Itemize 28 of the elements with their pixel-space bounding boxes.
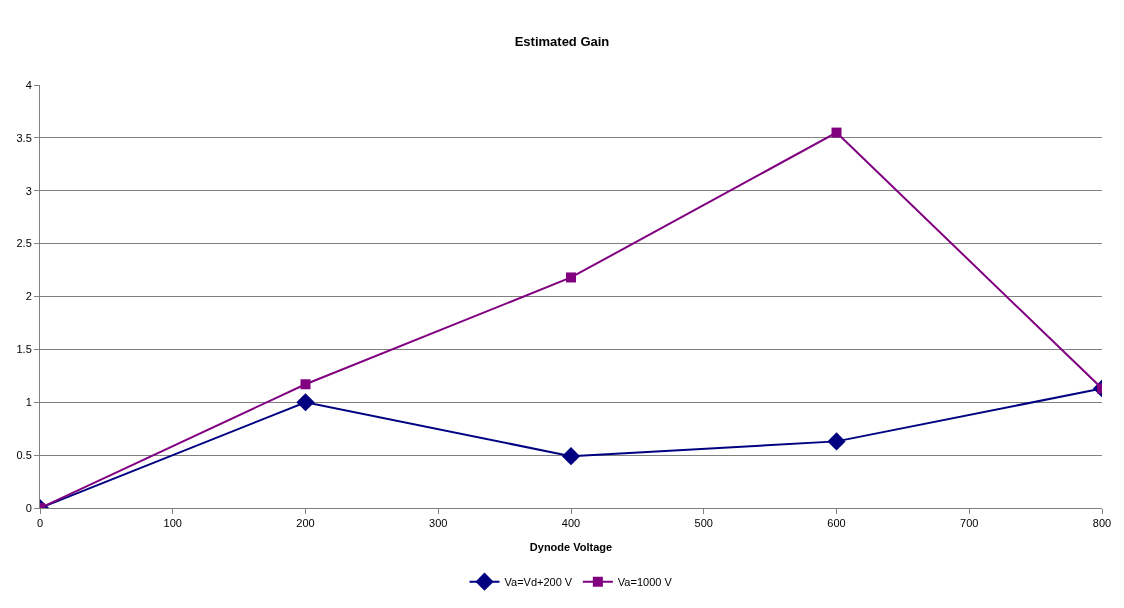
y-tick-label: 3.5: [16, 131, 32, 144]
y-tick-label: 0.5: [16, 448, 32, 461]
y-tick-label: 1.5: [16, 343, 32, 356]
y-tick-label: 2.5: [16, 237, 32, 250]
point: [296, 393, 315, 412]
y-tick-label: 0: [25, 501, 32, 514]
x-tick-label: 200: [296, 517, 315, 530]
point: [831, 127, 842, 138]
x-tick-label: 700: [960, 517, 979, 530]
y-tick-label: 4: [25, 78, 32, 91]
x-tick-label: 400: [561, 517, 581, 530]
y-tick-label: 2: [25, 290, 32, 303]
point: [566, 272, 576, 283]
legend-label: Va=Vd+200 V: [504, 576, 573, 589]
point: [827, 432, 846, 451]
y-tick-label: 1: [25, 396, 32, 409]
x-tick-label: 600: [827, 517, 846, 530]
legend-label: Va=1000 V: [617, 576, 673, 589]
x-tick-label: 500: [694, 517, 713, 530]
x-tick-label: 0: [36, 517, 44, 530]
x-axis-title: Dynode Voltage: [529, 541, 613, 554]
chart-title: Estimated Gain: [514, 33, 610, 49]
x-tick-label: 300: [429, 517, 448, 530]
y-tick-label: 3: [25, 184, 32, 197]
point: [561, 447, 581, 466]
point: [300, 379, 311, 390]
x-tick-label: 100: [163, 517, 182, 530]
x-tick-label: 800: [1092, 517, 1112, 530]
